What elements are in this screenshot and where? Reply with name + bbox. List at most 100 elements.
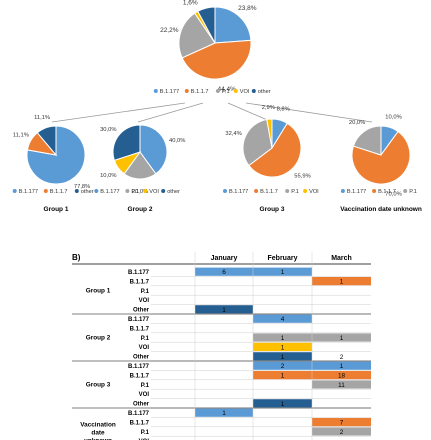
- table-cell-fill: [312, 361, 371, 370]
- table-cell-fill: [312, 418, 371, 427]
- table-cell-value: 1: [281, 269, 285, 276]
- legend-entry-b-1-1-7: B.1.1.7: [378, 189, 396, 195]
- legend-marker-other: [161, 189, 166, 193]
- table-cell-fill: [312, 371, 371, 380]
- month-header-february: February: [268, 255, 298, 262]
- pie-chart-group-1: 77,8% 11,1% 11,1% B.1.177 B.1.1.7 other Group …: [12, 115, 94, 213]
- variant-label-other: Other: [133, 355, 150, 361]
- table-cell-fill: [253, 399, 312, 408]
- pie-slice-b-1-1-7: [351, 130, 411, 185]
- legend-entry-b-1-1-7: B.1.1.7: [50, 189, 68, 195]
- legend-entry-other: other: [167, 189, 180, 195]
- legend-entry-p-1: P.1: [291, 189, 299, 195]
- pie-data-label-b-1-177: 40,0%: [169, 138, 185, 144]
- legend-marker-p-1: [403, 189, 408, 193]
- table-cell-value: 6: [222, 269, 226, 276]
- pie-slice-voi: [266, 118, 273, 149]
- connector-line-1: [51, 102, 186, 123]
- pie-title: Group 3: [260, 206, 285, 213]
- table-cell-fill: [253, 371, 312, 380]
- table-cell-value: 1: [281, 335, 285, 342]
- table-cell-fill: [312, 380, 371, 389]
- month-header-january: January: [211, 255, 238, 262]
- legend-entry-voi: VOI: [149, 189, 159, 195]
- panel-label: B): [72, 253, 81, 262]
- legend-marker-b-1-1-7: [254, 189, 259, 193]
- variant-label-p-1: P.1: [141, 289, 150, 295]
- legend-entry-b-1-177: B.1.177: [347, 189, 366, 195]
- table-cell-value: 1: [222, 410, 226, 417]
- table-cell-value: 1: [340, 335, 344, 342]
- group-label-group-1: Group 1: [86, 288, 111, 295]
- pie-slice-other: [197, 6, 216, 44]
- pie-slice-b-1-1-7: [248, 122, 302, 178]
- pie-data-label-b-1-1-7: 55,9%: [294, 174, 310, 180]
- legend-marker-b-1-177: [94, 189, 99, 193]
- connector-line-2: [137, 102, 204, 123]
- legend-entry-b-1-177: B.1.177: [160, 89, 179, 95]
- pie-title: Group 1: [44, 206, 69, 213]
- group-label-line: unknown: [84, 438, 112, 440]
- variant-label-other: Other: [133, 308, 150, 314]
- pie-data-label-b-1-1-7: 11,1%: [13, 133, 29, 139]
- pie-data-label-p-1: 20,0%: [349, 120, 365, 126]
- legend-entry-b-1-177: B.1.177: [229, 189, 248, 195]
- legend-entry-other: other: [258, 89, 271, 95]
- legend-marker-p-1: [285, 189, 290, 193]
- pie-data-label-p-1: 22,2%: [160, 27, 179, 34]
- variant-label-voi: VOI: [139, 392, 150, 398]
- pie-chart-vaccination-date-unknown: 10,0% 70,0% 20,0% B.1.177 B.1.1.7 P.1 Vaccinat…: [340, 114, 422, 213]
- legend-marker-other: [251, 89, 256, 93]
- table-cell-value: 1: [281, 354, 285, 361]
- legend-entry-p-1: P.1: [409, 189, 417, 195]
- pie-data-label-other: 7,9%: [196, 0, 211, 1]
- table-cell-value: 4: [281, 316, 285, 323]
- legend-marker-p-1: [215, 89, 220, 93]
- pie-title: Vaccination date unknown: [340, 206, 422, 213]
- pie-data-label-b-1-177: 8,8%: [277, 106, 290, 112]
- table-cell-fill: [253, 267, 312, 276]
- pie-data-label-b-1-1-7: 70,0%: [385, 192, 401, 198]
- pie-slice-b-1-177: [214, 6, 252, 44]
- table-cell-value: 1: [281, 373, 285, 380]
- legend-entry-b-1-177: B.1.177: [100, 189, 119, 195]
- table-cell-value: 1: [222, 307, 226, 314]
- legend-entry-b-1-177: B.1.177: [19, 189, 38, 195]
- table-cell-value: 1: [281, 344, 285, 351]
- pie-chart-group-3: 8,8% 55,9% 32,4% 2,9% B.1.177 B.1.1.7 P.1 VOI Gr…: [223, 105, 319, 213]
- pie-slice-b-1-177: [139, 124, 168, 175]
- table-cell-value: 1: [281, 401, 285, 408]
- pie-chart-overall: 23,8% 44,4% 22,2% 1,6%7,9% B.1.177 B.1.1.7 P.1…: [153, 0, 271, 95]
- pie-data-label-b-1-177: 23,8%: [238, 5, 257, 12]
- variant-label-b-1-177: B.1.177: [128, 270, 150, 276]
- legend-marker-voi: [233, 89, 238, 93]
- table-cell-fill: [253, 361, 312, 370]
- table-cell-value: 2: [281, 363, 285, 370]
- pie-data-label-voi: 2,9%: [262, 105, 275, 111]
- pie-data-label-b-1-177: 77,8%: [74, 184, 90, 190]
- legend-marker-voi: [303, 189, 308, 193]
- table-cell-fill: [195, 267, 253, 276]
- variant-label-b-1-1-7: B.1.1.7: [130, 373, 150, 379]
- table-cell-fill: [195, 305, 253, 314]
- legend-entry-voi: VOI: [309, 189, 319, 195]
- variant-label-voi: VOI: [139, 298, 150, 304]
- pie-slice-b-1-177: [26, 125, 86, 185]
- pie-data-label-voi: 10,0%: [100, 173, 116, 179]
- table-cell-fill: [195, 408, 253, 417]
- table-cell-fill: [253, 342, 312, 351]
- connector-line-3: [227, 102, 273, 123]
- legend-entry-other: other: [81, 189, 94, 195]
- pie-data-label-other: 30,0%: [100, 127, 116, 133]
- pie-slice-p-1: [242, 118, 273, 167]
- table-cell-fill: [312, 277, 371, 286]
- table-cell-value: 2: [340, 354, 344, 361]
- variant-label-b-1-177: B.1.177: [128, 364, 150, 370]
- group-label-line: date: [91, 430, 105, 437]
- variant-label-b-1-1-7: B.1.1.7: [130, 279, 150, 285]
- table-cell-fill: [312, 427, 371, 436]
- table-cell-value: 2: [340, 429, 344, 436]
- table-cell-fill: [253, 352, 312, 361]
- pie-chart-group-2: 40,0% 20,0% 10,0% 30,0% B.1.177 P.1 VOI other Gr…: [94, 124, 185, 213]
